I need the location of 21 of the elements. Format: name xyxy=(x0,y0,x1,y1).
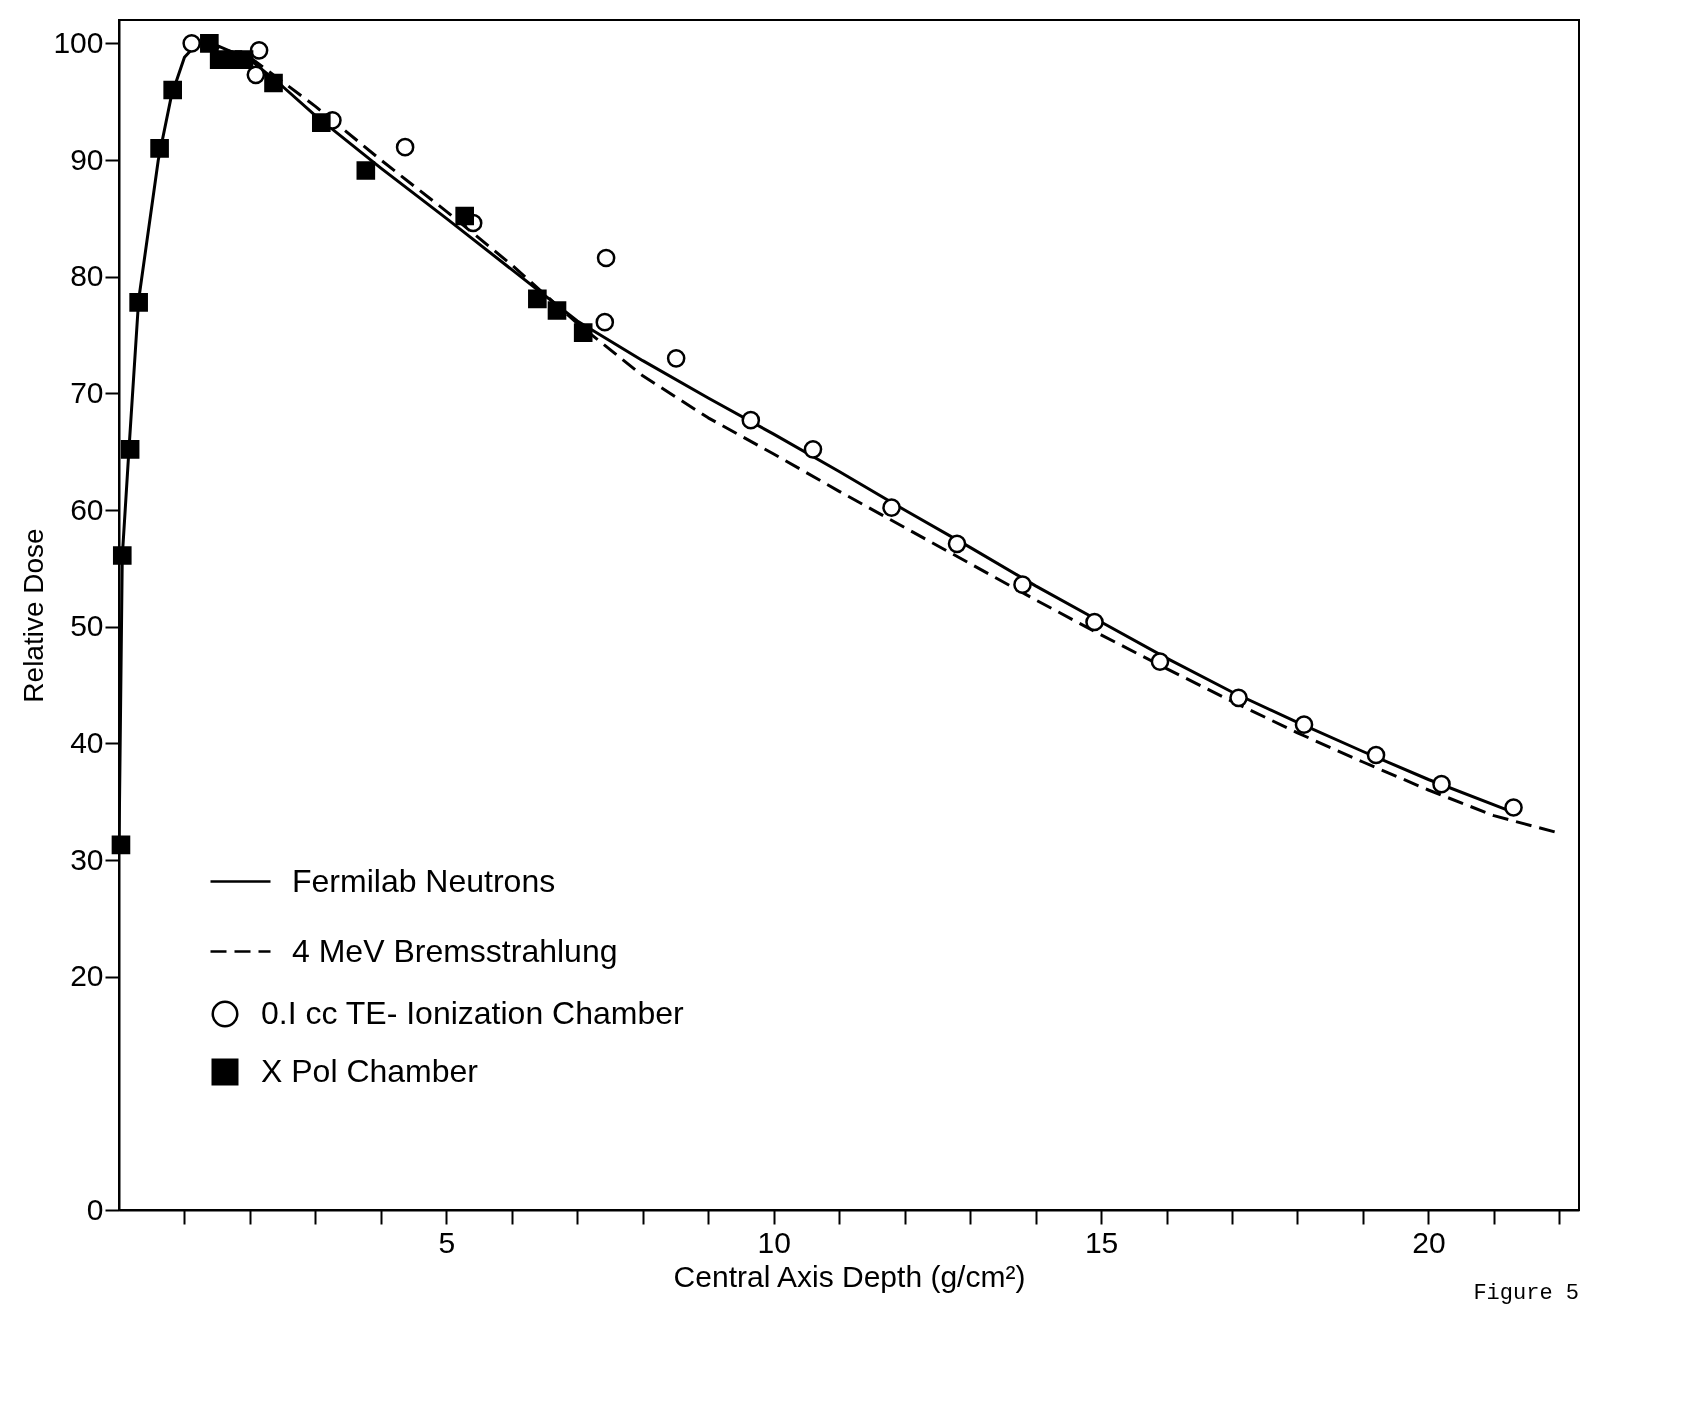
caption: Figure 5 xyxy=(1473,1281,1579,1306)
x-tick-label: 10 xyxy=(757,1225,791,1259)
x-tick-label: 20 xyxy=(1412,1225,1446,1259)
y-tick-label: 0 xyxy=(86,1192,104,1226)
y-tick-label: 20 xyxy=(70,959,104,993)
y-tick-label: 70 xyxy=(70,375,104,409)
legend-label: 0.I cc TE- Ionization Chamber xyxy=(261,995,685,1031)
y-tick-label: 100 xyxy=(53,25,104,59)
x-tick-label: 5 xyxy=(438,1225,456,1259)
legend-label: 4 MeV Bremsstrahlung xyxy=(292,932,618,969)
y-tick-label: 60 xyxy=(70,492,104,526)
x-tick-label: 15 xyxy=(1084,1225,1119,1259)
y-tick-label: 50 xyxy=(70,609,104,643)
y-tick-label: 80 xyxy=(70,259,104,293)
legend-label: X Pol Chamber xyxy=(261,1053,479,1089)
x-axis-title: Central Axis Depth (g/cm²) xyxy=(673,1259,1026,1293)
y-tick-label: 90 xyxy=(70,142,104,176)
y-axis-title: Relative Dose xyxy=(18,528,50,703)
y-tick-label: 30 xyxy=(70,842,104,876)
legend-label: Fermilab Neutrons xyxy=(292,862,556,899)
y-tick-label: 40 xyxy=(70,725,104,759)
